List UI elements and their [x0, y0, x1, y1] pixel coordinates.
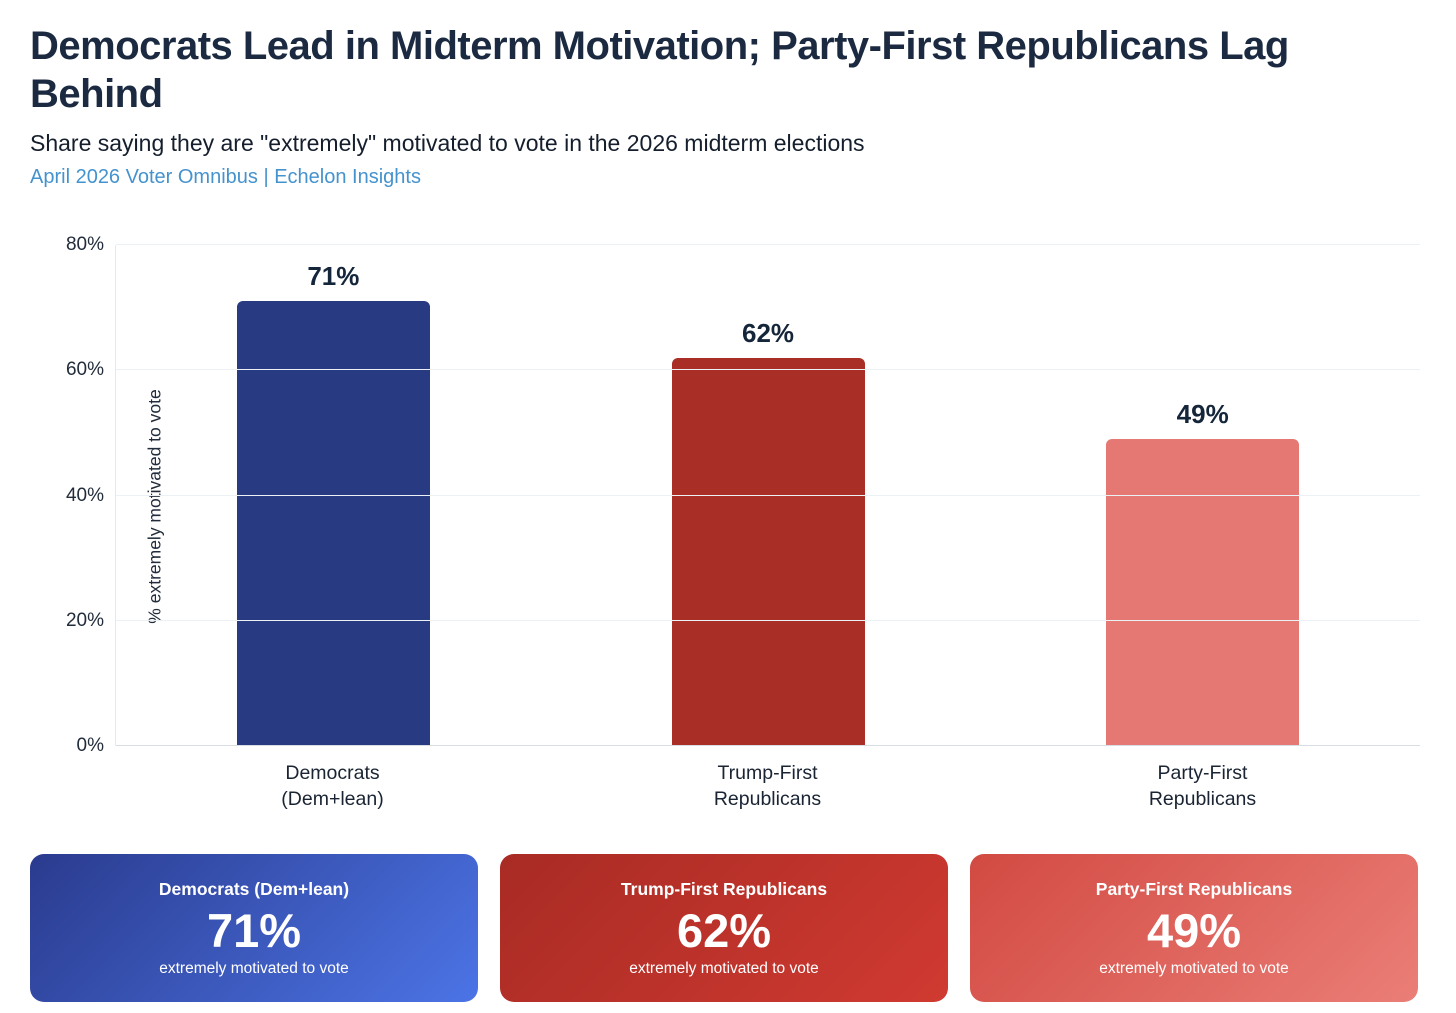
bar-group-party-first: 49% [985, 245, 1420, 746]
card-trump-first-republicans: Trump-First Republicans 62% extremely mo… [500, 854, 948, 1003]
plot-area: % extremely motivated to vote 71% 62% 49… [66, 234, 1420, 756]
card-caption: extremely motivated to vote [1099, 959, 1289, 977]
card-party-first-republicans: Party-First Republicans 49% extremely mo… [970, 854, 1418, 1003]
x-label-line: (Dem+lean) [281, 787, 384, 810]
y-tick-label: 20% [65, 609, 104, 631]
bar-trump-first-republicans[interactable] [671, 357, 865, 746]
gridline [116, 745, 1420, 746]
gridline [116, 369, 1420, 371]
bar-group-trump-first: 62% [551, 245, 986, 746]
bar-chart: % extremely motivated to vote 71% 62% 49… [66, 234, 1420, 812]
x-label-line: Democrats [285, 762, 380, 784]
y-tick-label: 0% [76, 735, 104, 756]
bars-container: 71% 62% 49% [116, 245, 1420, 746]
card-caption: extremely motivated to vote [159, 959, 349, 977]
chart-header: Democrats Lead in Midterm Motivation; Pa… [0, 22, 1456, 189]
card-caption: extremely motivated to vote [629, 959, 819, 977]
source-link[interactable]: April 2026 Voter Omnibus | Echelon Insig… [30, 166, 421, 188]
x-label-line: Party-First [1157, 762, 1248, 784]
gridline [116, 494, 1420, 496]
x-label-trump-first: Trump-First Republicans [550, 761, 985, 812]
card-title: Trump-First Republicans [620, 878, 828, 899]
gridline [116, 619, 1420, 621]
bar-value-label: 71% [307, 261, 360, 292]
x-label-line: Republicans [1148, 787, 1257, 810]
y-tick-label: 80% [65, 234, 104, 255]
card-value: 62% [676, 903, 772, 957]
card-value: 71% [206, 903, 302, 957]
x-label-party-first: Party-First Republicans [985, 761, 1420, 812]
chart-subtitle: Share saying they are "extremely" motiva… [30, 130, 865, 156]
bar-value-label: 49% [1176, 399, 1229, 430]
gridline [116, 244, 1420, 245]
card-value: 49% [1146, 903, 1242, 957]
x-label-line: Trump-First [717, 762, 818, 784]
y-tick-label: 60% [65, 359, 104, 381]
card-title: Democrats (Dem+lean) [158, 878, 350, 899]
card-title: Party-First Republicans [1095, 878, 1293, 899]
x-label-line: Republicans [713, 787, 822, 810]
y-tick-label: 40% [65, 484, 104, 506]
bar-democrats[interactable] [236, 301, 430, 746]
page-title: Democrats Lead in Midterm Motivation; Pa… [30, 24, 1289, 116]
card-democrats: Democrats (Dem+lean) 71% extremely motiv… [30, 854, 478, 1003]
bar-party-first-republicans[interactable] [1106, 439, 1300, 746]
x-axis-labels: Democrats (Dem+lean) Trump-First Republi… [115, 761, 1420, 812]
summary-cards: Democrats (Dem+lean) 71% extremely motiv… [30, 854, 1418, 1003]
bar-group-democrats: 71% [116, 245, 551, 746]
bar-value-label: 62% [741, 317, 795, 348]
x-label-democrats: Democrats (Dem+lean) [115, 761, 550, 812]
